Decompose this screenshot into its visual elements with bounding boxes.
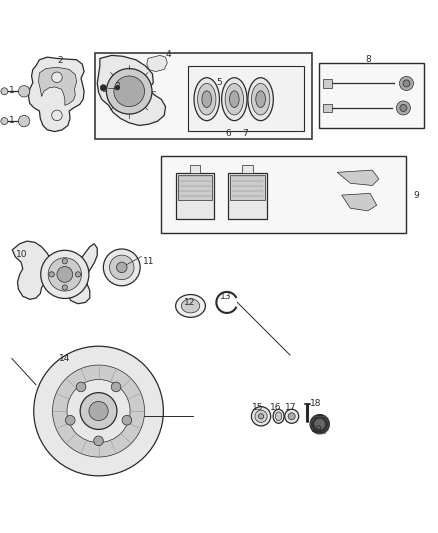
- Bar: [176, 173, 214, 219]
- Polygon shape: [337, 170, 379, 185]
- Circle shape: [400, 104, 407, 111]
- Text: 4: 4: [166, 50, 171, 59]
- Circle shape: [65, 415, 75, 425]
- Circle shape: [255, 410, 267, 423]
- Text: 8: 8: [365, 55, 371, 64]
- Circle shape: [396, 101, 410, 115]
- Ellipse shape: [198, 84, 216, 115]
- Circle shape: [80, 393, 117, 430]
- Bar: [161, 156, 406, 233]
- Circle shape: [18, 115, 30, 127]
- Text: 13: 13: [220, 292, 231, 301]
- Text: 16: 16: [270, 403, 282, 412]
- Text: 19: 19: [311, 425, 322, 434]
- Text: 6: 6: [225, 129, 231, 138]
- Polygon shape: [97, 55, 166, 125]
- Text: 1: 1: [9, 116, 15, 125]
- Circle shape: [251, 407, 271, 426]
- Polygon shape: [12, 241, 97, 304]
- Bar: [230, 175, 265, 200]
- Circle shape: [100, 85, 106, 91]
- Polygon shape: [39, 67, 77, 106]
- Circle shape: [115, 86, 120, 90]
- Circle shape: [1, 118, 8, 125]
- Circle shape: [114, 76, 145, 107]
- Circle shape: [399, 76, 413, 91]
- Circle shape: [103, 249, 140, 286]
- Text: 10: 10: [16, 250, 28, 259]
- Text: 7: 7: [242, 129, 248, 138]
- Circle shape: [111, 382, 121, 392]
- Circle shape: [52, 110, 62, 120]
- Text: 9: 9: [413, 191, 419, 200]
- Bar: [323, 79, 332, 88]
- Ellipse shape: [202, 91, 212, 108]
- Text: 18: 18: [310, 399, 321, 408]
- Circle shape: [1, 88, 8, 95]
- Circle shape: [41, 251, 89, 298]
- Ellipse shape: [256, 91, 265, 108]
- Circle shape: [18, 86, 30, 97]
- Circle shape: [288, 413, 295, 420]
- Bar: [242, 165, 253, 173]
- Polygon shape: [147, 55, 167, 71]
- Circle shape: [53, 365, 145, 457]
- Circle shape: [76, 382, 86, 392]
- Bar: [228, 173, 267, 219]
- Circle shape: [62, 285, 67, 290]
- Circle shape: [89, 401, 108, 421]
- Text: 15: 15: [252, 403, 263, 412]
- Circle shape: [34, 346, 163, 476]
- Ellipse shape: [276, 412, 282, 421]
- Circle shape: [75, 272, 81, 277]
- Circle shape: [314, 419, 325, 430]
- Bar: [95, 53, 312, 140]
- Bar: [190, 165, 200, 173]
- Ellipse shape: [251, 84, 270, 115]
- Circle shape: [122, 415, 132, 425]
- Ellipse shape: [248, 78, 273, 120]
- Ellipse shape: [176, 295, 205, 317]
- Bar: [323, 103, 332, 112]
- Circle shape: [49, 272, 54, 277]
- Ellipse shape: [230, 91, 239, 108]
- Circle shape: [62, 259, 67, 264]
- Circle shape: [258, 414, 264, 419]
- Polygon shape: [342, 193, 377, 211]
- Text: 12: 12: [184, 298, 195, 308]
- Bar: [178, 175, 212, 200]
- Circle shape: [48, 258, 81, 291]
- Text: 2: 2: [58, 56, 63, 65]
- Ellipse shape: [194, 78, 219, 120]
- Ellipse shape: [225, 84, 244, 115]
- Text: 3: 3: [114, 82, 120, 91]
- Bar: [319, 63, 424, 128]
- Polygon shape: [28, 57, 84, 132]
- Circle shape: [67, 379, 130, 442]
- Text: 11: 11: [143, 257, 155, 266]
- Circle shape: [106, 69, 152, 114]
- Circle shape: [94, 436, 103, 446]
- Circle shape: [285, 409, 299, 423]
- Text: 5: 5: [216, 78, 222, 87]
- Ellipse shape: [273, 409, 284, 423]
- Circle shape: [117, 262, 127, 273]
- Ellipse shape: [181, 299, 200, 313]
- Circle shape: [310, 415, 329, 434]
- Circle shape: [57, 266, 73, 282]
- Text: 17: 17: [285, 403, 296, 412]
- Text: 1: 1: [9, 86, 15, 95]
- Text: 14: 14: [59, 354, 71, 363]
- Circle shape: [403, 80, 410, 87]
- Circle shape: [110, 255, 134, 280]
- Circle shape: [52, 72, 62, 83]
- Bar: [188, 66, 304, 131]
- Ellipse shape: [222, 78, 247, 120]
